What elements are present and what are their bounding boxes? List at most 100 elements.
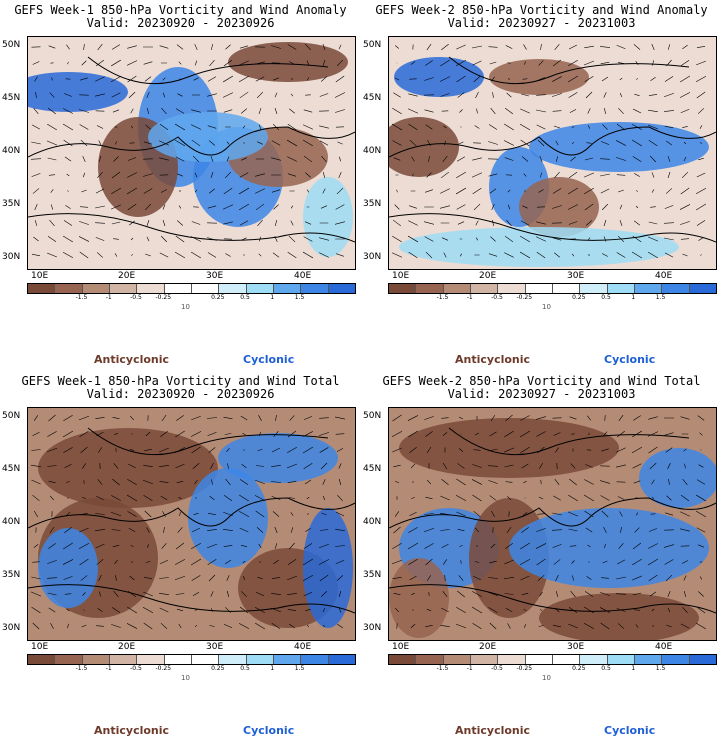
- wind-arrow: [174, 251, 186, 259]
- wind-arrow: [537, 77, 545, 81]
- wind-arrow: [271, 464, 281, 468]
- wind-arrow: [650, 206, 656, 208]
- wind-arrow: [586, 576, 592, 580]
- wind-arrow: [191, 109, 201, 113]
- wind-arrow: [110, 75, 122, 83]
- wind-arrow: [456, 156, 466, 162]
- wind-arrow: [695, 622, 707, 630]
- wind-arrow: [394, 77, 400, 81]
- wind-arrow: [129, 449, 135, 451]
- wind-arrow: [521, 527, 529, 533]
- wind-arrow: [194, 43, 198, 51]
- colorbar-tick-label: 1.5: [294, 294, 305, 301]
- wind-arrow: [568, 59, 578, 67]
- wind-arrow: [258, 415, 262, 421]
- panel-week2-total: GEFS Week-2 850-hPa Vorticity and Wind T…: [361, 371, 722, 742]
- wind-arrow: [426, 446, 432, 454]
- wind-arrow: [651, 43, 655, 51]
- colorbar-tick-label: -0.25: [155, 294, 172, 301]
- wind-arrow: [94, 528, 106, 532]
- wind-arrow: [600, 188, 610, 194]
- wind-arrow: [583, 187, 595, 195]
- wind-arrow: [46, 577, 58, 579]
- wind-arrow: [111, 92, 121, 98]
- wind-arrow: [287, 44, 297, 50]
- wind-arrow: [682, 253, 688, 257]
- wind-arrow: [552, 205, 562, 209]
- wind-arrow: [64, 156, 72, 162]
- lat-label: 45N: [2, 93, 21, 103]
- wind-arrow: [111, 529, 121, 531]
- wind-arrow: [130, 545, 134, 547]
- lon-label: 10E: [31, 642, 49, 652]
- wind-arrow: [254, 188, 266, 194]
- wind-arrow: [145, 124, 151, 130]
- wind-arrow: [47, 235, 57, 243]
- colorbar-swatch: [137, 655, 165, 664]
- wind-arrow: [207, 205, 217, 209]
- wind-arrow: [96, 625, 104, 627]
- wind-arrow: [47, 252, 57, 258]
- coastline: [28, 56, 355, 243]
- wind-arrow: [520, 542, 530, 550]
- wind-arrow: [635, 624, 639, 628]
- colorbar-tick-label: -0.5: [130, 294, 142, 301]
- wind-arrow: [239, 45, 249, 49]
- colorbar-swatch: [498, 284, 526, 293]
- wind-arrow: [127, 590, 137, 598]
- wind-arrow: [584, 45, 594, 49]
- wind-arrow: [664, 512, 674, 516]
- wind-arrow: [648, 109, 658, 113]
- wind-arrow: [63, 139, 73, 147]
- wind-arrow: [306, 77, 310, 81]
- wind-arrow: [617, 235, 625, 243]
- wind-arrow: [523, 609, 527, 611]
- wind-arrow: [319, 529, 329, 531]
- cyclonic-label: Cyclonic: [243, 724, 295, 737]
- cyclonic-label: Cyclonic: [243, 353, 295, 366]
- wind-arrow: [239, 527, 249, 533]
- wind-arrow: [552, 59, 562, 67]
- wind-arrow: [491, 510, 495, 518]
- cyclonic-label: Cyclonic: [604, 353, 656, 366]
- wind-arrow: [679, 528, 691, 532]
- wind-arrow: [64, 93, 72, 97]
- colorbar-swatch: [634, 284, 663, 293]
- anticyclonic-label: Anticyclonic: [455, 724, 531, 737]
- colorbar-swatch: [55, 284, 83, 293]
- wind-arrow: [46, 447, 58, 453]
- wind-arrow: [223, 495, 233, 501]
- wind-arrow: [241, 464, 247, 468]
- wind-arrow: [520, 415, 530, 421]
- wind-arrow: [521, 463, 529, 469]
- wind-arrow: [522, 205, 528, 209]
- wind-arrow: [568, 221, 578, 225]
- vorticity-region: [218, 433, 338, 483]
- wind-arrow: [239, 220, 249, 226]
- wind-arrow: [696, 479, 706, 485]
- wind-arrow: [79, 124, 89, 130]
- wind-arrow: [334, 92, 346, 98]
- wind-arrow: [553, 559, 561, 565]
- wind-arrow: [666, 624, 672, 628]
- wind-arrow: [503, 140, 515, 146]
- wind-arrow: [408, 123, 418, 131]
- wind-arrow: [540, 608, 542, 612]
- wind-arrow: [227, 463, 229, 469]
- wind-arrow: [335, 75, 345, 83]
- wind-arrow: [32, 494, 40, 502]
- wind-arrow: [176, 608, 184, 612]
- wind-arrow: [158, 465, 170, 467]
- wind-arrow: [631, 446, 643, 454]
- wind-arrow: [274, 219, 278, 227]
- wind-arrow: [426, 172, 432, 178]
- lat-label: 45N: [363, 464, 382, 474]
- wind-arrow: [208, 447, 216, 453]
- wind-arrow: [223, 59, 233, 67]
- wind-arrow: [632, 592, 642, 596]
- wind-arrow: [65, 205, 71, 209]
- wind-arrow: [82, 156, 86, 162]
- wind-arrow: [536, 528, 546, 532]
- wind-arrow: [240, 415, 248, 421]
- wind-arrow: [456, 607, 466, 613]
